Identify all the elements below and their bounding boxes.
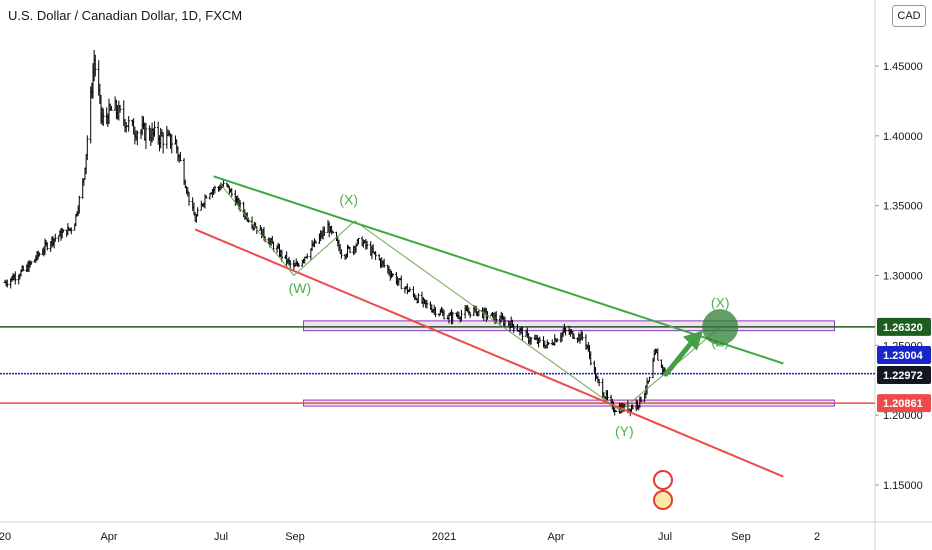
arrow-head (683, 330, 703, 351)
x-tick-label: Jul (214, 531, 228, 543)
wave-label-2: (Y) (615, 423, 634, 439)
target-circle (702, 309, 739, 346)
wave-label-4: (Z) (711, 334, 729, 350)
y-tick-label: 1.20000 (883, 410, 923, 422)
y-tick-label: 1.40000 (883, 131, 923, 143)
y-tick-label: 1.30000 (883, 271, 923, 283)
price-tag-2 (877, 366, 931, 384)
price-tag-3 (877, 394, 931, 413)
x-tick-label: Apr (100, 531, 117, 543)
trendline-lower (194, 228, 784, 478)
trendline-upper (213, 175, 784, 365)
chart-title: U.S. Dollar / Canadian Dollar, 1D, FXCM (8, 8, 243, 23)
price-tag-0 (877, 317, 931, 336)
price-tag-label-2: 1.22972 (883, 370, 923, 382)
currency-button[interactable]: CAD (892, 5, 926, 27)
event-flag-icon (653, 490, 673, 510)
y-tick-label: 1.45000 (883, 61, 923, 73)
x-tick-label: Sep (731, 531, 751, 543)
price-tag-label-0: 1.26320 (883, 322, 923, 334)
wave-label-3: (X) (711, 295, 730, 311)
wave-path (220, 184, 721, 412)
y-tick-label: 1.35000 (883, 201, 923, 213)
wave-label-0: (W) (289, 280, 312, 296)
x-tick-label: Apr (547, 531, 564, 543)
projection-arrow (663, 339, 695, 377)
wave-label-1: (X) (339, 191, 358, 207)
price-tag-label-1: 1.23004 (883, 350, 924, 362)
event-flag-icon (653, 470, 673, 490)
price-tag-1 (877, 346, 931, 364)
x-tick-label: 2 (814, 531, 820, 543)
x-tick-label: Jul (658, 531, 672, 543)
x-tick-label: 20 (0, 531, 11, 543)
x-tick-label: Sep (285, 531, 305, 543)
y-tick-label: 1.15000 (883, 480, 923, 492)
price-tag-label-3: 1.20861 (883, 398, 923, 410)
x-tick-label: 2021 (432, 531, 456, 543)
